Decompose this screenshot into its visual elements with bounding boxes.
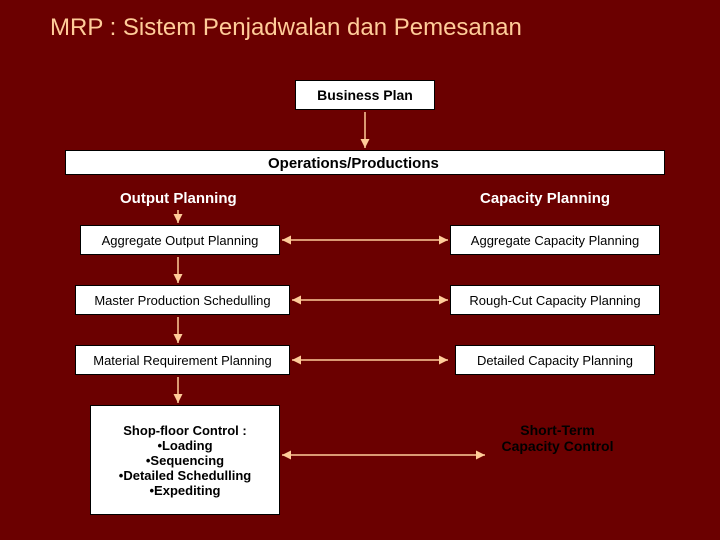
mrp-box: Material Requirement Planning xyxy=(75,345,290,375)
mrp-label: Material Requirement Planning xyxy=(93,353,271,368)
aggregate-output-box: Aggregate Output Planning xyxy=(80,225,280,255)
aggregate-output-label: Aggregate Output Planning xyxy=(102,233,259,248)
aggregate-capacity-label: Aggregate Capacity Planning xyxy=(471,233,639,248)
aggregate-capacity-box: Aggregate Capacity Planning xyxy=(450,225,660,255)
mps-label: Master Production Schedulling xyxy=(94,293,270,308)
capacity-planning-header: Capacity Planning xyxy=(480,190,610,207)
rough-cut-label: Rough-Cut Capacity Planning xyxy=(469,293,640,308)
operations-label: Operations/Productions xyxy=(268,155,439,172)
short-term-label: Short-TermCapacity Control xyxy=(490,422,625,454)
shop-floor-box: Shop-floor Control :•Loading•Sequencing•… xyxy=(90,405,280,515)
business-plan-box: Business Plan xyxy=(295,80,435,110)
rough-cut-box: Rough-Cut Capacity Planning xyxy=(450,285,660,315)
output-planning-header: Output Planning xyxy=(120,190,237,207)
mps-box: Master Production Schedulling xyxy=(75,285,290,315)
detailed-capacity-box: Detailed Capacity Planning xyxy=(455,345,655,375)
detailed-capacity-label: Detailed Capacity Planning xyxy=(477,353,633,368)
shop-floor-label: Shop-floor Control :•Loading•Sequencing•… xyxy=(119,423,251,498)
page-title: MRP : Sistem Penjadwalan dan Pemesanan xyxy=(50,14,522,42)
business-plan-label: Business Plan xyxy=(317,87,413,103)
